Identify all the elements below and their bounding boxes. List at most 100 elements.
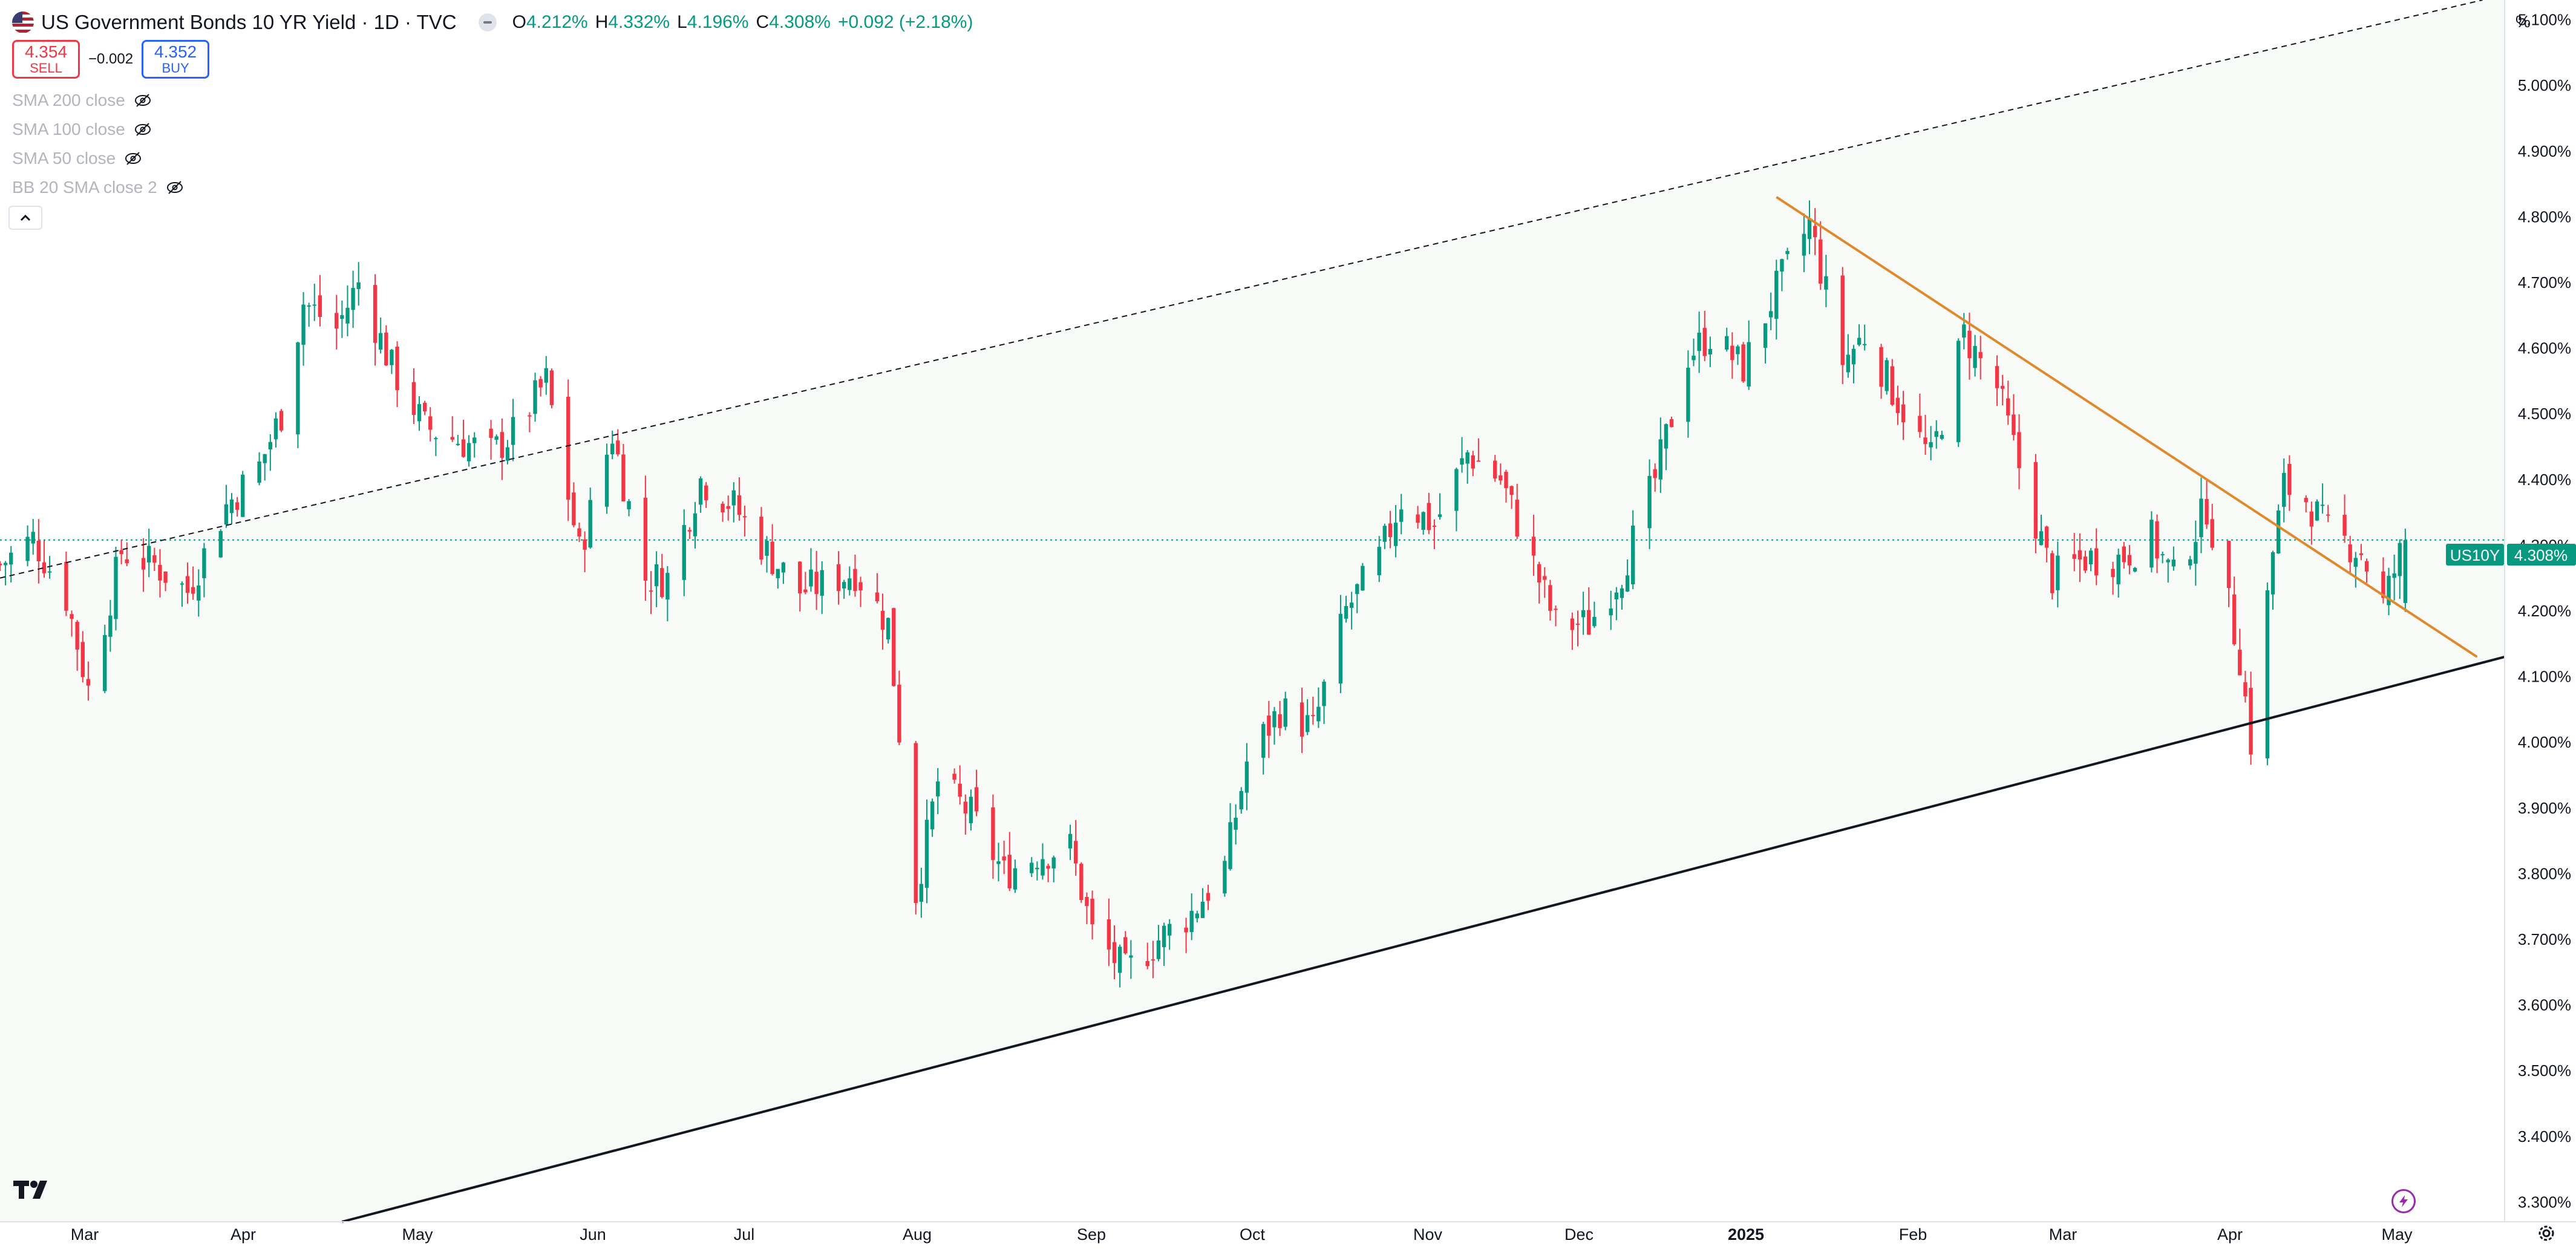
eye-off-icon[interactable] — [124, 149, 142, 168]
candle — [390, 348, 394, 374]
candle — [395, 341, 399, 408]
candle — [2315, 499, 2319, 521]
candle — [1272, 706, 1277, 745]
y-tick-label: 5.100% — [2518, 11, 2571, 29]
lightning-button[interactable] — [2391, 1189, 2416, 1213]
time-axis[interactable]: Mar Apr May Jun Jul Aug Sep Oct Nov Dec 2025 Feb Mar… — [71, 1225, 2413, 1244]
candle — [2155, 514, 2159, 573]
candle — [141, 538, 146, 592]
indicator-bb20[interactable]: BB 20 SMA close 2 — [12, 175, 184, 200]
x-tick-label: Sep — [1077, 1225, 1106, 1244]
sell-button[interactable]: 4.354 SELL — [12, 40, 80, 79]
price-tag-symbol: US10Y — [2450, 546, 2500, 564]
collapse-legend-button[interactable] — [8, 206, 42, 230]
candle — [1427, 492, 1431, 535]
candle — [1895, 385, 1900, 425]
candle — [2326, 504, 2330, 523]
candle — [2017, 414, 2021, 489]
candle — [1929, 426, 1933, 460]
us-flag-icon — [12, 11, 34, 33]
candle — [1007, 832, 1012, 892]
candle — [2160, 551, 2165, 564]
candle — [2094, 528, 2099, 585]
candle — [1344, 596, 1348, 623]
candle — [202, 543, 206, 598]
candle — [544, 356, 548, 395]
y-tick-label: 4.800% — [2518, 207, 2571, 226]
candle — [924, 799, 929, 904]
candle — [114, 546, 118, 631]
x-tick-label: Aug — [903, 1225, 932, 1244]
candle — [693, 501, 698, 549]
candle — [1631, 510, 1635, 589]
candle — [1338, 595, 1343, 694]
eye-off-icon[interactable] — [134, 120, 152, 139]
candle — [2342, 494, 2347, 543]
candle — [1686, 350, 1690, 438]
candle — [25, 525, 30, 567]
candle — [42, 540, 47, 578]
candle — [2359, 544, 2364, 561]
percent-scale-toggle[interactable]: % — [2516, 12, 2531, 31]
candle — [351, 270, 355, 328]
resistance-trendline[interactable] — [1776, 196, 2478, 658]
candle — [2077, 533, 2082, 582]
candle — [64, 551, 68, 616]
candle — [2238, 628, 2242, 676]
y-tick-label: 4.500% — [2518, 405, 2571, 423]
candle — [1244, 743, 1249, 810]
support-trendline[interactable] — [341, 656, 2505, 1223]
tradingview-logo-icon[interactable] — [13, 1179, 52, 1200]
eye-off-icon[interactable] — [166, 178, 184, 197]
candle — [963, 794, 968, 835]
candle — [687, 527, 692, 540]
candle — [610, 430, 615, 460]
candle — [2188, 556, 2192, 570]
low-value: 4.196% — [687, 12, 749, 32]
eye-off-icon[interactable] — [134, 91, 152, 109]
candle — [1995, 355, 1999, 406]
price-tag-symbol-box — [2446, 544, 2504, 566]
candle — [848, 566, 852, 596]
candle — [1543, 567, 1547, 598]
y-tick-label: 3.400% — [2518, 1127, 2571, 1146]
indicator-sma50[interactable]: SMA 50 close — [12, 146, 142, 171]
candle — [1940, 431, 1944, 440]
gear-icon[interactable] — [2535, 1222, 2557, 1244]
buy-button[interactable]: 4.352 BUY — [142, 40, 210, 79]
candle — [853, 555, 857, 597]
candle — [1725, 327, 1729, 352]
candle — [1669, 416, 1674, 428]
candle — [1030, 857, 1034, 878]
candle — [119, 540, 123, 564]
y-tick-label: 4.400% — [2518, 471, 2571, 489]
candle — [892, 607, 896, 687]
candle — [914, 740, 918, 915]
candle — [1035, 861, 1039, 881]
candle — [2232, 576, 2237, 646]
candle — [2348, 535, 2352, 575]
candle — [191, 566, 195, 600]
candle — [1647, 459, 1652, 549]
indicator-sma200[interactable]: SMA 200 close — [12, 88, 152, 112]
indicator-label: BB 20 SMA close 2 — [12, 178, 157, 197]
symbol-title[interactable]: US Government Bonds 10 YR Yield · 1D · T… — [41, 11, 457, 33]
price-axis[interactable]: 3.300% 3.400% 3.500% 3.600% 3.700% 3.800% 3.90… — [2518, 11, 2571, 1211]
candle — [86, 661, 91, 701]
candle — [1499, 463, 1503, 485]
candle — [809, 548, 813, 592]
candle — [952, 768, 956, 784]
candle — [422, 400, 427, 416]
candle — [621, 443, 626, 502]
indicator-sma100[interactable]: SMA 100 close — [12, 117, 152, 142]
market-status-icon[interactable] — [478, 13, 497, 31]
candle — [1200, 888, 1205, 918]
candle — [75, 620, 79, 671]
candle — [47, 556, 52, 579]
candle — [1471, 451, 1475, 477]
candle — [1189, 893, 1194, 941]
dashed-channel-line[interactable] — [0, 0, 2483, 579]
candle — [1305, 699, 1310, 735]
candle — [1228, 803, 1232, 871]
